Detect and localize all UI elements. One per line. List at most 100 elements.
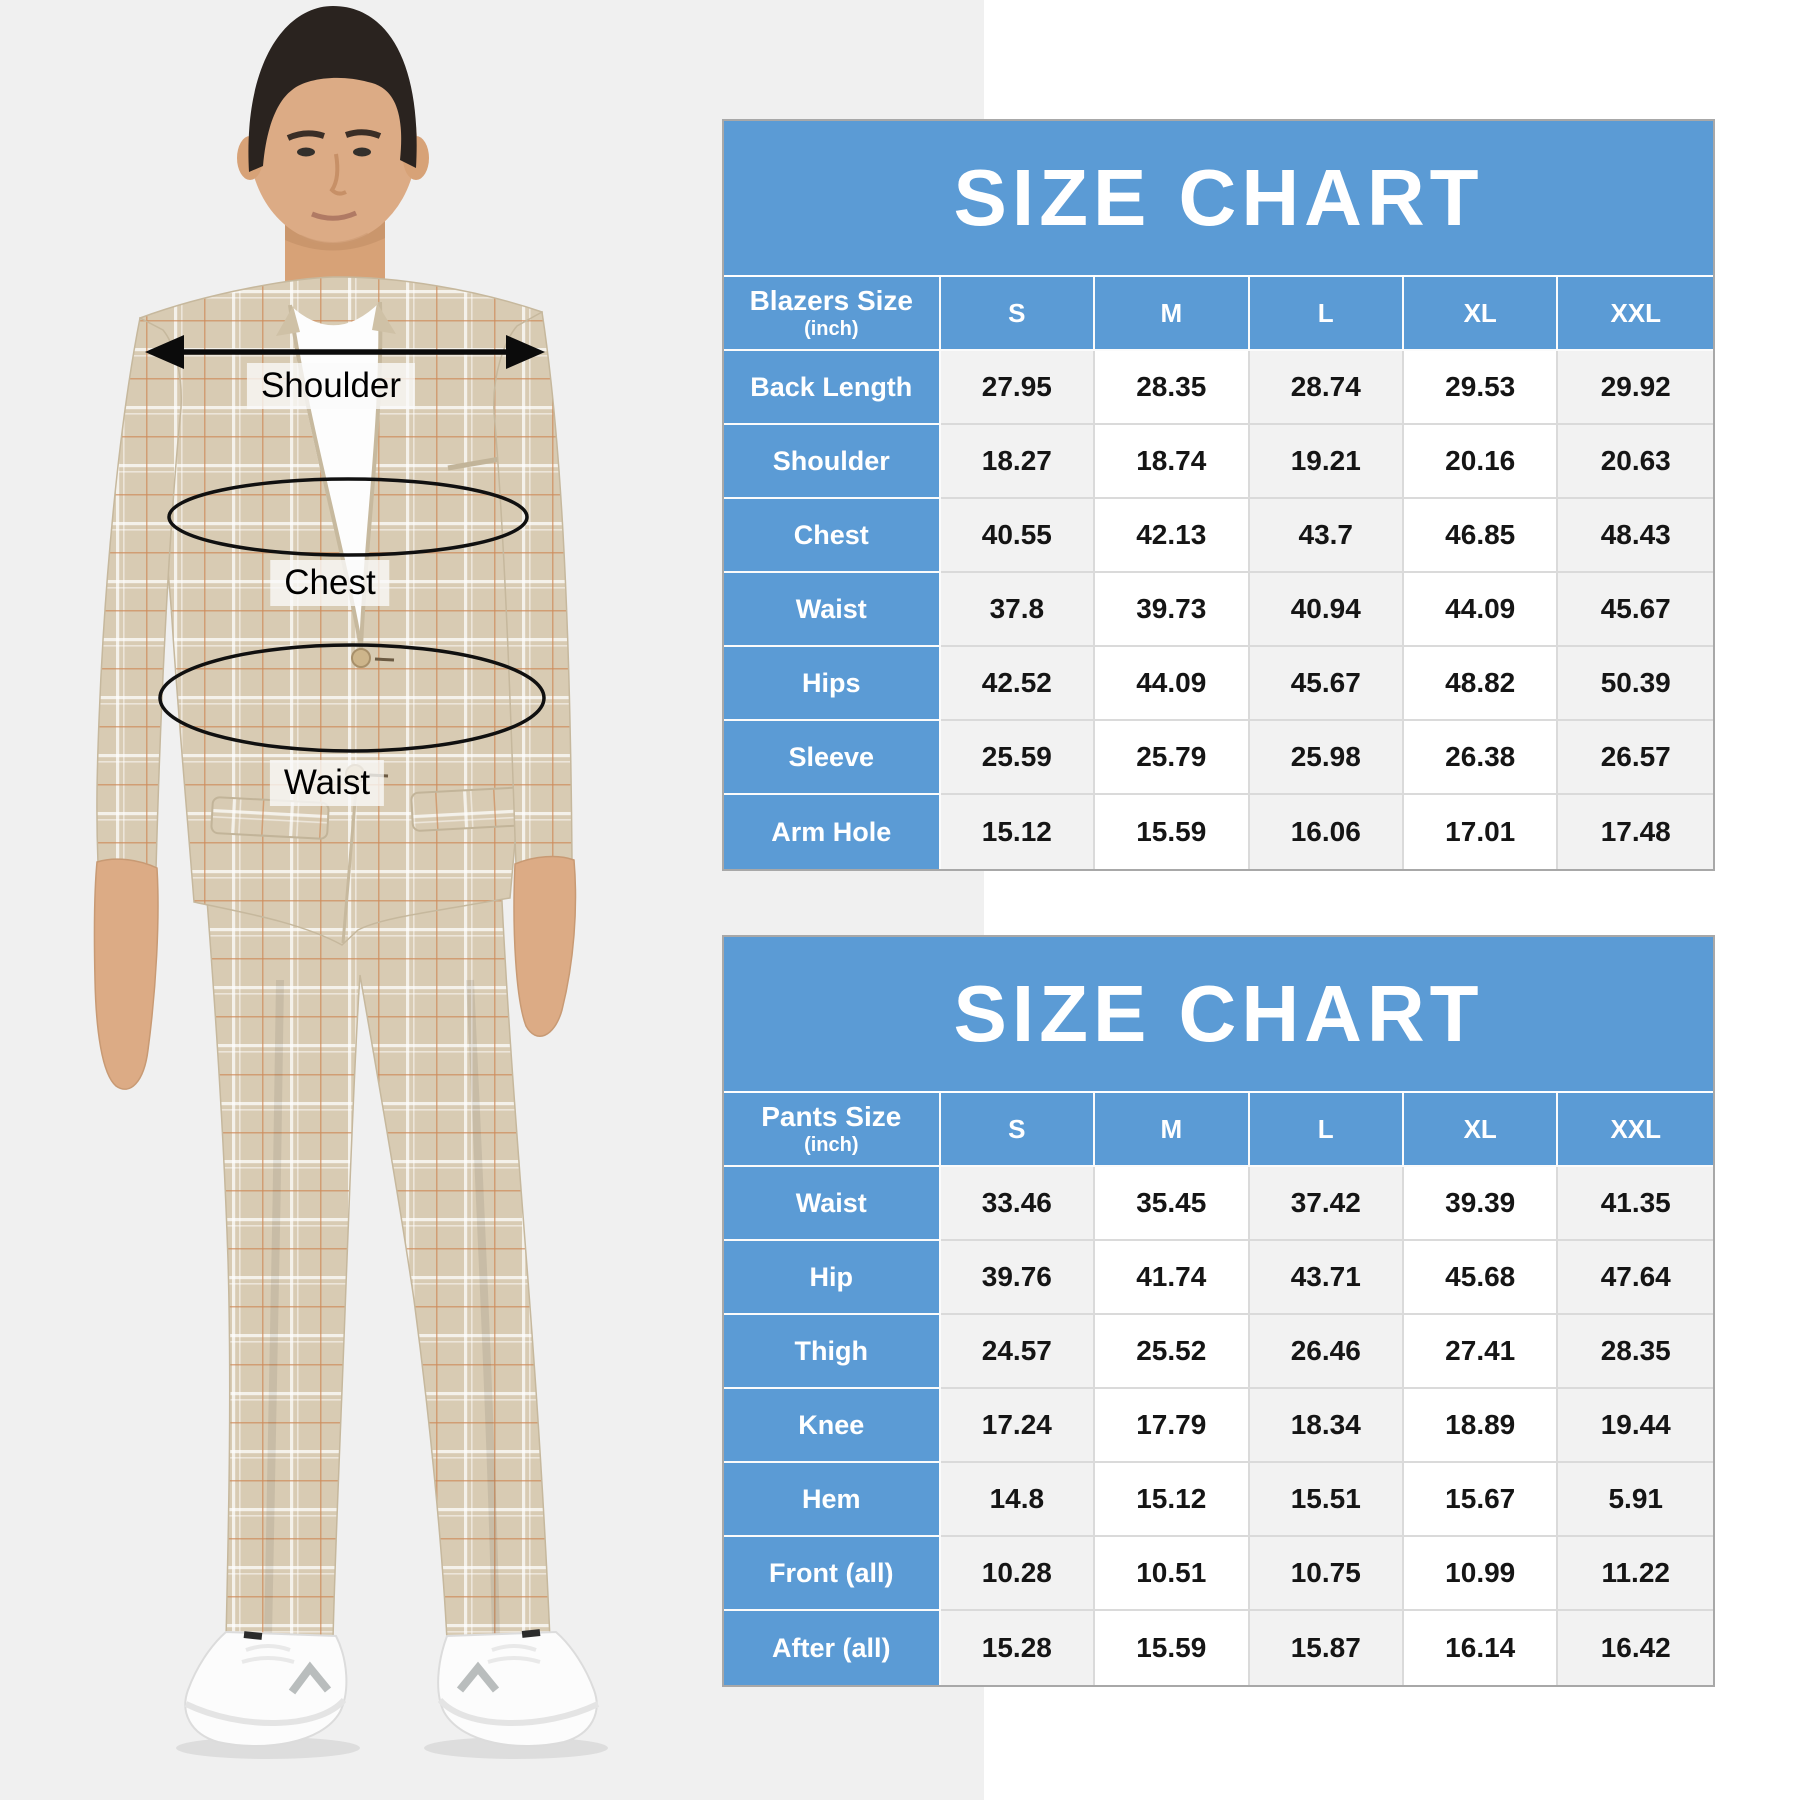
hand-left bbox=[93, 858, 159, 1090]
row-label: Arm Hole bbox=[724, 795, 941, 869]
size-value-cell: 44.09 bbox=[1095, 647, 1250, 721]
size-value-cell: 18.27 bbox=[940, 425, 1096, 499]
size-value-cell: 10.51 bbox=[1095, 1537, 1250, 1611]
size-value-cell: 46.85 bbox=[1403, 499, 1559, 573]
col-header-m: M bbox=[1095, 1093, 1250, 1167]
col-header-m: M bbox=[1095, 277, 1250, 351]
size-value-cell: 47.64 bbox=[1558, 1241, 1713, 1315]
pants-unit-name: Pants Size bbox=[761, 1101, 902, 1133]
shoulder-annotation-label: Shoulder bbox=[246, 363, 416, 409]
size-value-cell: 15.87 bbox=[1249, 1611, 1404, 1685]
size-value-cell: 26.57 bbox=[1558, 721, 1713, 795]
size-value-cell: 25.98 bbox=[1249, 721, 1404, 795]
head bbox=[237, 6, 429, 308]
size-value-cell: 18.34 bbox=[1249, 1389, 1404, 1463]
size-value-cell: 26.38 bbox=[1403, 721, 1559, 795]
row-label: Sleeve bbox=[724, 721, 941, 795]
size-value-cell: 20.63 bbox=[1558, 425, 1713, 499]
size-value-cell: 10.75 bbox=[1249, 1537, 1404, 1611]
size-value-cell: 50.39 bbox=[1558, 647, 1713, 721]
size-value-cell: 43.71 bbox=[1249, 1241, 1404, 1315]
size-value-cell: 20.16 bbox=[1403, 425, 1559, 499]
pants-size-table: SIZE CHART Pants Size (inch) S M L XL XX… bbox=[722, 935, 1715, 1687]
size-value-cell: 15.59 bbox=[1095, 1611, 1250, 1685]
size-value-cell: 15.12 bbox=[1095, 1463, 1250, 1537]
size-value-cell: 15.51 bbox=[1249, 1463, 1404, 1537]
row-label: Knee bbox=[724, 1389, 941, 1463]
sneakers bbox=[176, 1629, 608, 1759]
size-value-cell: 41.35 bbox=[1558, 1167, 1713, 1241]
hand-right bbox=[513, 855, 577, 1037]
row-label: Front (all) bbox=[724, 1537, 941, 1611]
waist-ellipse bbox=[158, 643, 546, 753]
size-value-cell: 40.55 bbox=[940, 499, 1096, 573]
shoulder-arrow bbox=[145, 335, 545, 369]
blazers-table-title: SIZE CHART bbox=[724, 121, 1713, 277]
size-value-cell: 15.67 bbox=[1403, 1463, 1559, 1537]
size-value-cell: 18.89 bbox=[1403, 1389, 1559, 1463]
row-label: Waist bbox=[724, 573, 941, 647]
size-value-cell: 29.92 bbox=[1558, 351, 1713, 425]
col-header-xxl: XXL bbox=[1558, 277, 1713, 351]
chest-ellipse bbox=[167, 477, 529, 557]
size-value-cell: 16.06 bbox=[1249, 795, 1404, 869]
size-value-cell: 15.28 bbox=[940, 1611, 1096, 1685]
size-value-cell: 10.99 bbox=[1403, 1537, 1559, 1611]
row-label: Hips bbox=[724, 647, 941, 721]
size-value-cell: 15.59 bbox=[1095, 795, 1250, 869]
size-value-cell: 48.82 bbox=[1403, 647, 1559, 721]
blazers-table-grid: Blazers Size (inch) S M L XL XXL Back Le… bbox=[724, 277, 1713, 869]
row-label: Shoulder bbox=[724, 425, 941, 499]
size-value-cell: 14.8 bbox=[940, 1463, 1096, 1537]
size-value-cell: 16.42 bbox=[1558, 1611, 1713, 1685]
size-value-cell: 10.28 bbox=[940, 1537, 1096, 1611]
size-value-cell: 35.45 bbox=[1095, 1167, 1250, 1241]
face bbox=[249, 41, 417, 243]
size-value-cell: 19.21 bbox=[1249, 425, 1404, 499]
jacket-button-top bbox=[351, 648, 371, 668]
pants bbox=[203, 857, 551, 1641]
col-header-s: S bbox=[940, 277, 1096, 351]
size-value-cell: 42.52 bbox=[940, 647, 1096, 721]
col-header-xl: XL bbox=[1403, 1093, 1559, 1167]
size-value-cell: 18.74 bbox=[1095, 425, 1250, 499]
size-value-cell: 17.79 bbox=[1095, 1389, 1250, 1463]
col-header-l: L bbox=[1249, 1093, 1404, 1167]
size-value-cell: 28.74 bbox=[1249, 351, 1404, 425]
size-value-cell: 25.59 bbox=[940, 721, 1096, 795]
size-value-cell: 40.94 bbox=[1249, 573, 1404, 647]
size-value-cell: 41.74 bbox=[1095, 1241, 1250, 1315]
blazers-size-table: SIZE CHART Blazers Size (inch) S M L XL … bbox=[722, 119, 1715, 871]
size-value-cell: 28.35 bbox=[1095, 351, 1250, 425]
size-value-cell: 11.22 bbox=[1558, 1537, 1713, 1611]
blazers-unit-suffix: (inch) bbox=[804, 317, 859, 340]
size-value-cell: 45.67 bbox=[1249, 647, 1404, 721]
size-value-cell: 39.76 bbox=[940, 1241, 1096, 1315]
size-value-cell: 42.13 bbox=[1095, 499, 1250, 573]
row-label: After (all) bbox=[724, 1611, 941, 1685]
hair bbox=[248, 6, 417, 172]
size-value-cell: 16.14 bbox=[1403, 1611, 1559, 1685]
measurement-annotations bbox=[145, 335, 546, 753]
size-value-cell: 19.44 bbox=[1558, 1389, 1713, 1463]
row-label: Back Length bbox=[724, 351, 941, 425]
size-value-cell: 37.42 bbox=[1249, 1167, 1404, 1241]
size-value-cell: 45.68 bbox=[1403, 1241, 1559, 1315]
size-value-cell: 29.53 bbox=[1403, 351, 1559, 425]
pants-unit-header-cell: Pants Size (inch) bbox=[724, 1093, 941, 1167]
size-value-cell: 48.43 bbox=[1558, 499, 1713, 573]
size-value-cell: 28.35 bbox=[1558, 1315, 1713, 1389]
size-value-cell: 25.52 bbox=[1095, 1315, 1250, 1389]
pants-unit-suffix: (inch) bbox=[804, 1133, 859, 1156]
waist-annotation-label: Waist bbox=[269, 760, 385, 806]
size-value-cell: 39.73 bbox=[1095, 573, 1250, 647]
size-value-cell: 43.7 bbox=[1249, 499, 1404, 573]
col-header-xxl: XXL bbox=[1558, 1093, 1713, 1167]
size-value-cell: 24.57 bbox=[940, 1315, 1096, 1389]
row-label: Waist bbox=[724, 1167, 941, 1241]
size-value-cell: 44.09 bbox=[1403, 573, 1559, 647]
size-value-cell: 45.67 bbox=[1558, 573, 1713, 647]
row-label: Thigh bbox=[724, 1315, 941, 1389]
size-value-cell: 27.95 bbox=[940, 351, 1096, 425]
size-value-cell: 39.39 bbox=[1403, 1167, 1559, 1241]
